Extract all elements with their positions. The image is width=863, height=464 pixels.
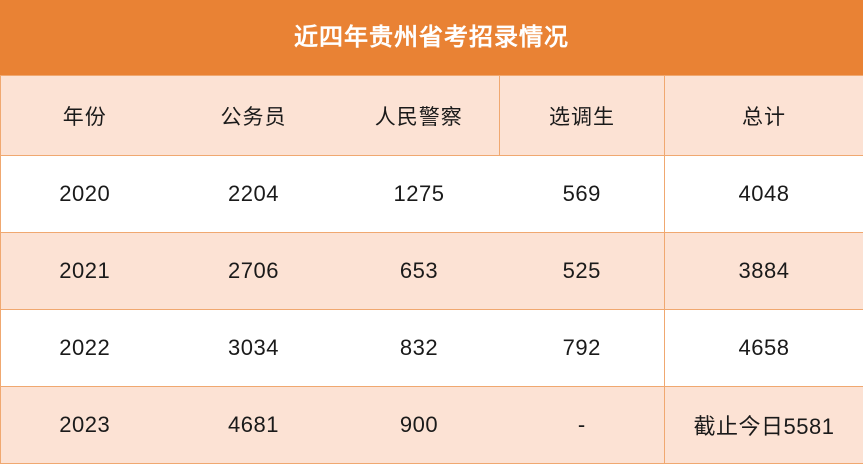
- cell-selected-graduate: 792: [499, 309, 665, 387]
- column-header-year: 年份: [0, 75, 169, 156]
- title-bar: 近四年贵州省考招录情况: [0, 0, 863, 75]
- cell-civil-servant: 3034: [168, 309, 339, 387]
- cell-year: 2022: [0, 309, 169, 387]
- recruitment-table: 年份 公务员 人民警察 选调生 总计 2020 2204 1275 569 40…: [0, 75, 863, 464]
- cell-civil-servant: 2204: [168, 155, 339, 233]
- column-header-total: 总计: [664, 75, 863, 156]
- cell-selected-graduate: 525: [499, 232, 665, 310]
- cell-selected-graduate: 569: [499, 155, 665, 233]
- cell-police: 1275: [338, 155, 500, 233]
- cell-year: 2020: [0, 155, 169, 233]
- cell-police: 832: [338, 309, 500, 387]
- cell-total: 4658: [664, 309, 863, 387]
- column-header-civil-servant: 公务员: [168, 75, 339, 156]
- cell-police: 900: [338, 386, 500, 464]
- table-row: 2020 2204 1275 569 4048: [0, 155, 863, 233]
- page-title: 近四年贵州省考招录情况: [294, 23, 569, 51]
- cell-total: 4048: [664, 155, 863, 233]
- cell-police: 653: [338, 232, 500, 310]
- cell-year: 2021: [0, 232, 169, 310]
- cell-civil-servant: 2706: [168, 232, 339, 310]
- table-row: 2023 4681 900 - 截止今日5581: [0, 386, 863, 464]
- cell-total: 3884: [664, 232, 863, 310]
- cell-civil-servant: 4681: [168, 386, 339, 464]
- table-header-row: 年份 公务员 人民警察 选调生 总计: [0, 75, 863, 156]
- cell-total: 截止今日5581: [664, 386, 863, 464]
- column-header-selected-graduate: 选调生: [499, 75, 665, 156]
- column-header-police: 人民警察: [338, 75, 500, 156]
- cell-selected-graduate: -: [499, 386, 665, 464]
- table-row: 2022 3034 832 792 4658: [0, 309, 863, 387]
- table-row: 2021 2706 653 525 3884: [0, 232, 863, 310]
- cell-year: 2023: [0, 386, 169, 464]
